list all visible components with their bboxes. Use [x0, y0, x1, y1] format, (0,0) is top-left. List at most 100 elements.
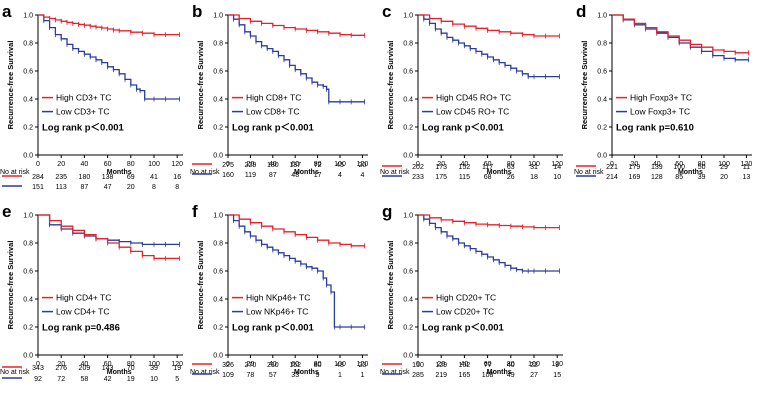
y-tick-label: 0.6	[213, 269, 223, 276]
y-tick-label: 1.0	[23, 213, 33, 220]
panel-a: a 0.0 0.2 0.4 0.6 0.8 1.0 0 20 40 60 80 100 120 Recurr…	[0, 2, 183, 191]
risk-count-high: 45	[336, 162, 344, 169]
legend-label-high: High Foxp3+ TC	[630, 93, 692, 103]
series-line-low	[38, 214, 180, 246]
risk-count-low: 108	[482, 372, 494, 379]
legend-label-low: Low CD20+ TC	[436, 307, 494, 317]
x-tick-label: 60	[291, 161, 299, 168]
risk-count-low: 13	[743, 174, 751, 181]
y-axis-title: Recurrence-free Survival	[580, 41, 589, 130]
y-tick-label: 0.4	[403, 297, 413, 304]
risk-count-low: 19	[127, 376, 135, 383]
y-tick-label: 0.0	[23, 353, 33, 360]
legend-label-high: High NKp46+ TC	[246, 293, 310, 303]
risk-count-high: 179	[629, 164, 641, 171]
x-tick-label: 120	[551, 161, 563, 168]
risk-count-high: 19	[173, 365, 181, 372]
risk-count-low: 58	[81, 376, 89, 383]
risk-count-low: 109	[222, 372, 234, 379]
y-tick-label: 0.0	[403, 153, 413, 160]
x-tick-label: 100	[334, 361, 346, 368]
y-tick-label: 1.0	[213, 213, 223, 220]
risk-count-high: 137	[289, 162, 301, 169]
risk-count-high: 23	[359, 362, 367, 369]
x-tick-label: 80	[127, 361, 135, 368]
risk-count-high: 270	[245, 362, 257, 369]
legend-label-high: High CD45 RO+ TC	[436, 93, 511, 103]
y-tick-label: 0.8	[23, 241, 33, 248]
risk-count-low: 26	[507, 174, 515, 181]
y-tick-label: 0.8	[213, 241, 223, 248]
panel-letter: c	[382, 2, 391, 21]
risk-count-high: 284	[32, 174, 44, 181]
x-tick-label: 120	[741, 161, 753, 168]
x-tick-label: 0	[416, 161, 420, 168]
x-tick-label: 0	[226, 361, 230, 368]
risk-table-label: No at risk	[190, 169, 220, 176]
risk-count-high: 180	[79, 174, 91, 181]
risk-count-high: 22	[530, 362, 538, 369]
risk-count-low: 68	[484, 174, 492, 181]
risk-count-high: 41	[150, 174, 158, 181]
y-tick-label: 0.2	[403, 325, 413, 332]
risk-count-low: 17	[314, 172, 322, 179]
y-tick-label: 0.4	[213, 97, 223, 104]
risk-count-high: 209	[79, 365, 91, 372]
y-tick-label: 0.6	[213, 69, 223, 76]
risk-count-low: 20	[127, 184, 135, 191]
risk-count-high: 117	[482, 164, 493, 171]
log-rank-stat: Log rank p=0.610	[616, 123, 694, 134]
y-tick-label: 0.4	[23, 297, 33, 304]
series-line-low	[418, 14, 560, 78]
risk-count-low: 175	[435, 174, 447, 181]
x-axis-title: Months	[678, 169, 703, 176]
y-tick-label: 0.0	[403, 353, 413, 360]
risk-count-high: 343	[32, 365, 44, 372]
risk-count-high: 139	[651, 164, 663, 171]
risk-table-label: No at risk	[380, 369, 410, 376]
risk-count-high: 63	[507, 164, 515, 171]
panel-g: g 0.0 0.2 0.4 0.6 0.8 1.0 0 20 40 60 80 100 120 Recurr…	[380, 202, 563, 379]
risk-count-low: 10	[150, 376, 158, 383]
x-tick-label: 40	[653, 161, 661, 168]
x-tick-label: 60	[104, 361, 112, 368]
x-tick-label: 80	[698, 161, 706, 168]
x-tick-label: 80	[507, 161, 515, 168]
log-rank-stat: Log rank p＜0.001	[422, 323, 505, 334]
y-tick-label: 0.2	[23, 125, 33, 132]
risk-count-low: 78	[247, 372, 255, 379]
legend-label-low: Low CD3+ TC	[56, 107, 109, 117]
x-tick-label: 20	[437, 161, 445, 168]
risk-count-high: 48	[336, 362, 344, 369]
panel-d: d 0.0 0.2 0.4 0.6 0.8 1.0 0 20 40 60 80 100 120 Recurr…	[574, 2, 752, 181]
y-tick-label: 0.2	[213, 325, 223, 332]
risk-count-high: 221	[606, 164, 618, 171]
risk-count-high: 152	[289, 362, 301, 369]
x-tick-label: 0	[226, 161, 230, 168]
x-tick-label: 20	[437, 361, 445, 368]
legend-label-high: High CD3+ TC	[56, 93, 111, 103]
series-line-high	[228, 214, 365, 247]
risk-count-low: 5	[175, 376, 179, 383]
y-tick-label: 0.8	[23, 41, 33, 48]
x-tick-label: 100	[528, 361, 540, 368]
x-tick-label: 100	[334, 161, 346, 168]
risk-table-label: No at risk	[574, 169, 604, 176]
risk-count-high: 276	[55, 365, 67, 372]
risk-count-high: 229	[245, 162, 257, 169]
x-axis-title: Months	[107, 369, 132, 376]
legend-label-high: High CD8+ TC	[246, 93, 301, 103]
y-tick-label: 0.2	[597, 125, 607, 132]
y-tick-label: 0.8	[403, 241, 413, 248]
risk-count-low: 72	[57, 376, 65, 383]
risk-count-high: 235	[55, 174, 67, 181]
x-axis-title: Months	[487, 169, 512, 176]
x-tick-label: 20	[631, 161, 639, 168]
panel-b: b 0.0 0.2 0.4 0.6 0.8 1.0 0 20 40 60 80 100 120 Recurr…	[190, 2, 368, 179]
risk-count-high: 31	[530, 164, 538, 171]
series-line-low	[418, 214, 560, 272]
x-tick-label: 100	[148, 161, 160, 168]
risk-count-high: 150	[412, 362, 424, 369]
risk-count-low: 18	[530, 174, 538, 181]
x-tick-label: 40	[81, 161, 89, 168]
